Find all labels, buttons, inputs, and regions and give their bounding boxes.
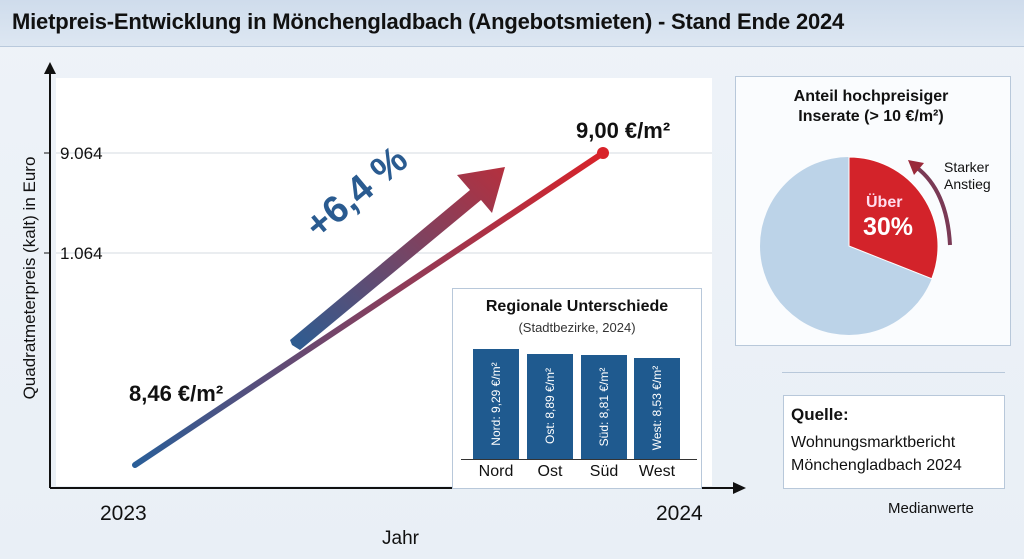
series-line (132, 150, 606, 468)
x-axis-label: Jahr (382, 528, 419, 549)
bar-category-label: Nord (478, 463, 514, 480)
growth-arrow (290, 167, 505, 350)
source-line: Mönchengladbach 2024 (791, 457, 962, 474)
bar-nord: Nord: 9,29 €/m² (473, 348, 519, 459)
x-axis-arrow-icon (733, 482, 746, 494)
data-point (597, 147, 609, 159)
pie-slice-label: Über (866, 194, 903, 211)
increase-arrow (914, 165, 952, 246)
bar-west: West: 8,53 €/m² (634, 357, 680, 459)
bar-value-label: Süd: 8,81 €/m² (597, 367, 611, 447)
regional-inset: Regionale Unterschiede (Stadtbezirke, 20… (452, 288, 702, 489)
y-axis-arrow-icon (44, 62, 56, 74)
bar-category-label: Süd (589, 463, 619, 480)
pie-chart (760, 156, 952, 335)
inset-subtitle: (Stadtbezirke, 2024) (518, 320, 636, 335)
y-tick-label: 9.064 (60, 144, 103, 163)
page-title: Mietpreis-Entwicklung in Mönchengladbach… (12, 9, 845, 34)
y-tick-label: 1.064 (60, 244, 103, 263)
bar-süd: Süd: 8,81 €/m² (581, 354, 627, 459)
pie-annotation: Starker Anstieg (944, 159, 991, 192)
bar-value-label: West: 8,53 €/m² (650, 366, 664, 451)
inset-title: Regionale Unterschiede (485, 298, 669, 315)
increase-arrow-head-icon (908, 160, 924, 175)
y-axis-label: Quadratmeterpreis (kalt) in Euro (20, 156, 39, 400)
pie-slice-value: 30% (863, 213, 914, 241)
source-line: Wohnungsmarktbericht (791, 434, 956, 451)
pie-slice-highpriced (848, 156, 939, 280)
bar-ost: Ost: 8,89 €/m² (527, 353, 573, 459)
data-label-end: 9,00 €/m² (576, 118, 671, 143)
source-box: Quelle: Wohnungsmarktbericht Mönchenglad… (783, 395, 1005, 489)
x-tick-label: 2023 (100, 502, 147, 525)
bar-value-label: Ost: 8,89 €/m² (543, 368, 557, 445)
source-label: Quelle: (791, 405, 849, 424)
bar-category-label: Ost (537, 463, 563, 480)
pie-panel: Anteil hochpreisiger Inserate (> 10 €/m²… (735, 76, 1011, 346)
pie-title: Anteil hochpreisiger Inserate (> 10 €/m²… (793, 88, 949, 125)
bar-category-label: West (638, 463, 676, 480)
x-tick-label: 2024 (656, 502, 703, 525)
inset-baseline (461, 459, 697, 460)
bar-value-label: Nord: 9,29 €/m² (489, 362, 503, 446)
header-bar: Mietpreis-Entwicklung in Mönchengladbach… (0, 0, 1024, 47)
divider (782, 372, 1005, 373)
note-label: Medianwerte (888, 500, 974, 517)
data-label-start: 8,46 €/m² (129, 381, 224, 406)
